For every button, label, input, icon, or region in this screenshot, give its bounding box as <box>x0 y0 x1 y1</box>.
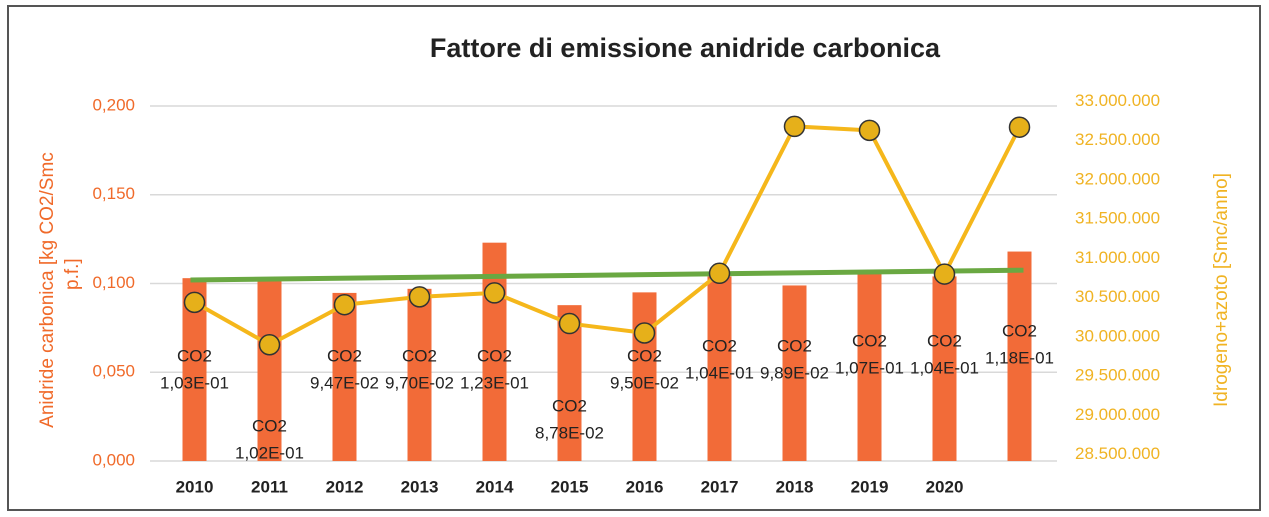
line-marker <box>258 334 281 356</box>
y-tick-label: 0,050 <box>92 362 135 381</box>
y2-tick-label: 31.000.000 <box>1075 248 1160 267</box>
line-marker <box>1008 116 1031 138</box>
data-label-name: CO2 <box>777 336 812 355</box>
data-label: 1,23E-01 <box>460 373 529 392</box>
x-tick-label: 2011 <box>251 477 288 496</box>
y-axis-label: p.f.] <box>62 258 83 290</box>
line-marker <box>933 263 956 285</box>
x-tick-label: 2020 <box>926 477 964 496</box>
data-label-name: CO2 <box>177 346 212 365</box>
line-marker <box>558 312 581 335</box>
bar <box>932 276 957 461</box>
bar <box>407 288 432 461</box>
line-marker <box>708 262 731 285</box>
bar <box>707 276 732 461</box>
x-tick-label: 2016 <box>626 477 664 496</box>
x-tick-label: 2012 <box>326 477 364 496</box>
line-marker <box>483 282 506 304</box>
bar <box>1007 251 1032 461</box>
line-marker <box>408 286 431 308</box>
bar <box>632 292 657 461</box>
data-label-name: CO2 <box>252 416 287 435</box>
data-label: 9,47E-02 <box>310 373 379 392</box>
data-label: 1,07E-01 <box>835 358 904 377</box>
chart-title: Fattore di emissione anidride carbonica <box>430 33 941 63</box>
bar <box>257 279 282 461</box>
data-label-name: CO2 <box>552 396 587 415</box>
y2-tick-label: 32.000.000 <box>1075 169 1160 188</box>
data-label-name: CO2 <box>927 331 962 350</box>
trendline <box>190 267 1024 283</box>
x-tick-label: 2017 <box>701 477 739 496</box>
data-label: 1,04E-01 <box>910 358 979 377</box>
y2-tick-label: 33.000.000 <box>1075 91 1160 110</box>
data-label: 1,03E-01 <box>160 373 229 392</box>
line-marker <box>783 115 806 138</box>
x-tick-label: 2014 <box>476 477 514 496</box>
data-label-name: CO2 <box>477 346 512 365</box>
y-tick-label: 0,200 <box>92 95 135 114</box>
line-marker <box>633 322 656 344</box>
x-tick-label: 2019 <box>851 477 889 496</box>
bar <box>332 292 357 461</box>
y-tick-label: 0,100 <box>92 273 135 292</box>
y2-tick-label: 30.000.000 <box>1075 326 1160 345</box>
y2-tick-label: 29.500.000 <box>1075 366 1160 385</box>
bar <box>857 271 882 461</box>
data-label: 1,04E-01 <box>685 363 754 382</box>
line-marker <box>858 119 881 142</box>
data-label-name: CO2 <box>852 331 887 350</box>
data-label: 9,89E-02 <box>760 363 829 382</box>
y-tick-label: 0,150 <box>92 184 135 203</box>
x-tick-label: 2018 <box>776 477 814 496</box>
bar <box>482 242 507 461</box>
data-label-name: CO2 <box>402 346 437 365</box>
y2-tick-label: 31.500.000 <box>1075 209 1160 228</box>
data-label: 9,50E-02 <box>610 373 679 392</box>
data-label: 1,02E-01 <box>235 443 304 462</box>
x-tick-label: 2013 <box>401 477 439 496</box>
data-label: 1,18E-01 <box>985 348 1054 367</box>
y2-axis-label: Idrogeno+azoto [Smc/anno] <box>1211 173 1232 407</box>
data-label: 9,70E-02 <box>385 373 454 392</box>
data-label-name: CO2 <box>327 346 362 365</box>
data-label-name: CO2 <box>1002 321 1037 340</box>
data-label: 8,78E-02 <box>535 423 604 442</box>
data-label-name: CO2 <box>627 346 662 365</box>
y2-tick-label: 29.000.000 <box>1075 405 1160 424</box>
line-marker <box>183 291 206 314</box>
y-tick-label: 0,000 <box>92 450 135 469</box>
data-label-name: CO2 <box>702 336 737 355</box>
line <box>193 124 1022 347</box>
y2-tick-label: 30.500.000 <box>1075 287 1160 306</box>
x-tick-label: 2010 <box>176 477 214 496</box>
y2-tick-label: 32.500.000 <box>1075 130 1160 149</box>
line-marker <box>333 293 356 316</box>
x-tick-label: 2015 <box>551 477 589 496</box>
bar <box>782 285 807 461</box>
y-axis-label: Anidride carbonica [kg CO2/Smc <box>37 152 58 428</box>
y2-tick-label: 28.500.000 <box>1075 444 1160 463</box>
